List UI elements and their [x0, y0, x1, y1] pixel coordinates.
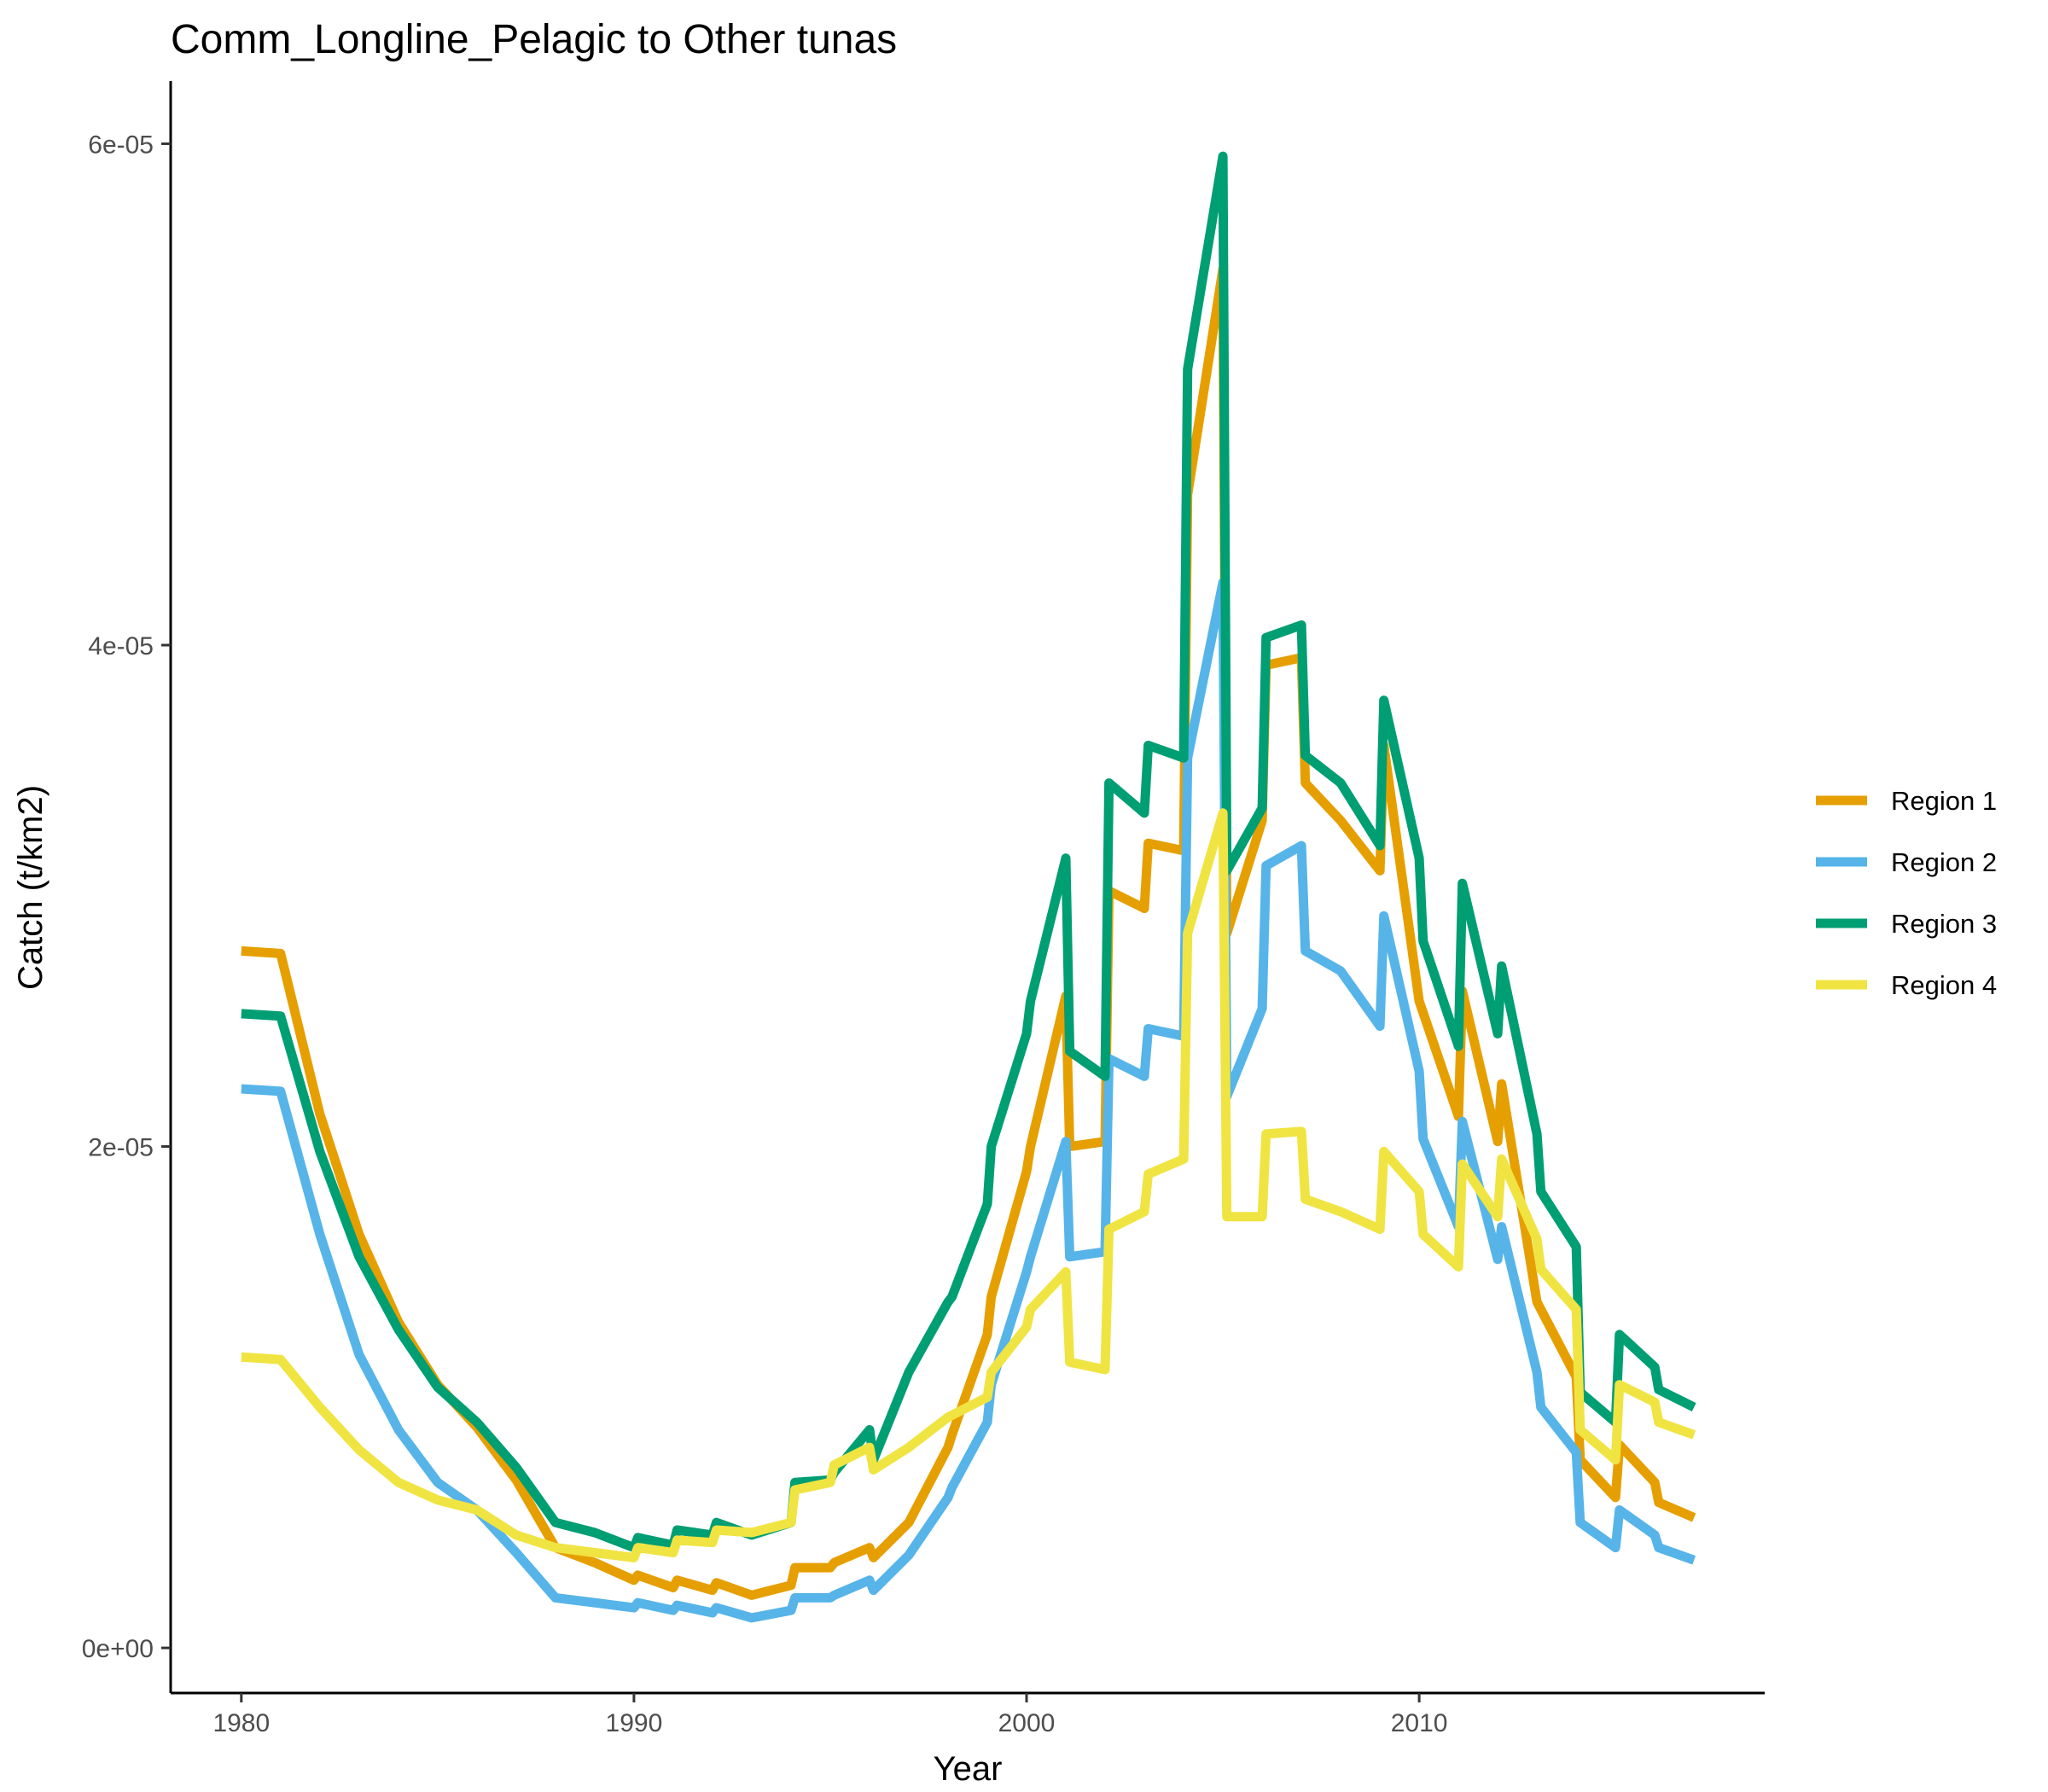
- y-tick-label: 2e-05: [88, 1134, 154, 1162]
- x-tick-label: 2010: [1391, 1709, 1448, 1737]
- y-axis-title: Catch (t/km2): [12, 785, 49, 990]
- y-tick-label: 4e-05: [88, 632, 154, 660]
- x-tick-label: 2000: [998, 1709, 1056, 1737]
- y-tick-label: 0e+00: [82, 1635, 154, 1663]
- x-tick-label: 1990: [606, 1709, 663, 1737]
- series-line-region-4: [241, 808, 1696, 1562]
- series-line-region-3: [241, 151, 1696, 1553]
- chart-title: Comm_Longline_Pelagic to Other tunas: [171, 17, 897, 62]
- series-line-region-2: [241, 578, 1696, 1623]
- legend-label-region-1: Region 1: [1891, 786, 1997, 816]
- x-axis-title: Year: [934, 1750, 1003, 1788]
- legend-label-region-4: Region 4: [1891, 970, 1997, 1000]
- series-layer: [241, 151, 1696, 1623]
- legend-label-region-2: Region 2: [1891, 847, 1997, 877]
- plot-area: 1980 1990 2000 2010 0e+00 2e-05 4e-05 6e-05: [82, 81, 1765, 1737]
- y-axis-ticks: 0e+00 2e-05 4e-05 6e-05: [82, 131, 171, 1663]
- legend-label-region-3: Region 3: [1891, 909, 1997, 939]
- x-axis-ticks: 1980 1990 2000 2010: [212, 1693, 1447, 1737]
- x-tick-label: 1980: [212, 1709, 270, 1737]
- series-line-region-1: [241, 264, 1696, 1600]
- legend: Region 1 Region 2 Region 3 Region 4: [1816, 786, 1997, 1000]
- y-tick-label: 6e-05: [88, 131, 154, 159]
